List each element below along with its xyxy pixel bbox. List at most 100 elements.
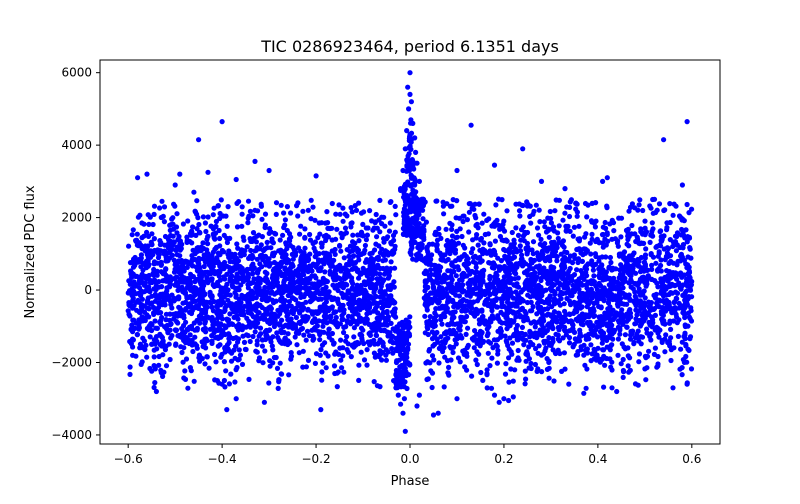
data-point [325, 225, 331, 231]
data-point [184, 259, 190, 265]
data-point [548, 342, 554, 348]
data-point [605, 294, 611, 300]
data-point [296, 350, 302, 356]
data-point [148, 301, 154, 307]
data-point [213, 245, 219, 251]
data-point [347, 305, 353, 311]
data-point [376, 317, 382, 323]
data-point [597, 359, 603, 365]
data-point [275, 334, 281, 341]
data-point [559, 368, 565, 374]
data-point [284, 227, 290, 234]
data-point [579, 258, 586, 264]
data-point [546, 321, 552, 327]
data-point [673, 289, 679, 295]
data-point [205, 280, 211, 286]
data-point [333, 319, 339, 325]
data-point [126, 243, 132, 249]
data-point [438, 334, 444, 340]
data-point [466, 209, 472, 215]
data-point [626, 243, 632, 249]
data-point [343, 230, 349, 236]
data-point [200, 240, 206, 246]
data-point [139, 246, 145, 252]
data-point [591, 273, 597, 279]
data-point [451, 248, 457, 254]
data-point [608, 364, 614, 370]
data-point [254, 303, 260, 309]
data-point [206, 365, 212, 371]
data-point [560, 335, 566, 341]
data-point [342, 225, 349, 231]
data-point [377, 384, 383, 390]
data-point [190, 348, 196, 355]
data-point [593, 283, 599, 289]
data-point [524, 351, 531, 357]
data-point [254, 281, 260, 287]
data-point [471, 206, 477, 212]
data-point [422, 330, 428, 336]
data-point [151, 236, 157, 242]
data-point [335, 369, 341, 375]
data-point [533, 202, 539, 208]
data-point [489, 304, 495, 310]
data-point [600, 244, 606, 250]
data-point [674, 271, 681, 277]
data-point [385, 286, 391, 292]
data-point [607, 356, 613, 362]
data-point [439, 321, 445, 327]
data-point [620, 321, 626, 327]
data-point [390, 350, 396, 356]
data-point [175, 320, 181, 326]
data-point [513, 314, 519, 320]
data-point [153, 286, 159, 293]
data-point [600, 224, 606, 230]
data-point [508, 349, 514, 355]
data-point [320, 318, 326, 324]
data-point [608, 311, 615, 317]
data-point [620, 356, 626, 363]
data-point [515, 232, 522, 238]
data-point [562, 210, 568, 216]
data-point [490, 260, 497, 266]
data-point [227, 235, 233, 241]
data-point [241, 339, 248, 345]
data-point [586, 331, 592, 337]
data-point [497, 233, 503, 240]
data-point [149, 341, 155, 347]
data-point [487, 363, 493, 369]
data-point [141, 289, 147, 295]
data-point [530, 304, 536, 310]
data-point [576, 223, 582, 229]
data-point [255, 320, 261, 326]
data-point [428, 267, 434, 273]
data-point [618, 361, 624, 367]
data-point [203, 308, 209, 314]
data-point [297, 281, 303, 287]
data-point [202, 325, 208, 332]
data-point [617, 331, 623, 337]
data-point [518, 289, 524, 295]
data-point [544, 356, 550, 362]
data-point [349, 220, 355, 226]
data-point [165, 257, 171, 264]
data-point [685, 346, 691, 352]
data-point [146, 221, 152, 227]
data-point [198, 270, 204, 276]
data-point [507, 286, 513, 292]
data-point [555, 235, 561, 242]
data-point [584, 214, 590, 220]
data-point [507, 249, 513, 255]
data-point [254, 256, 260, 262]
data-point [635, 236, 641, 243]
data-point [514, 322, 521, 329]
data-point [574, 201, 580, 207]
data-point [276, 283, 282, 290]
data-point [153, 325, 159, 331]
data-point [318, 347, 324, 353]
data-point [679, 365, 685, 371]
data-point [444, 237, 450, 244]
data-point [186, 278, 192, 285]
data-point [428, 262, 434, 268]
data-point [292, 334, 298, 340]
